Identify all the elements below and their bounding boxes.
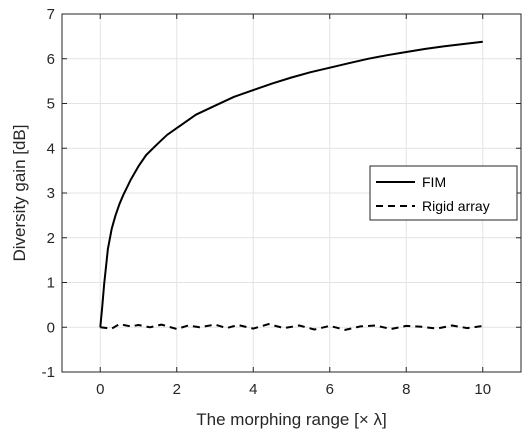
y-tick-label: 7 [47, 6, 55, 23]
x-tick-label: 4 [249, 381, 257, 398]
ticks-layer: 0 2 4 6 8 10 -1 0 1 2 3 4 5 6 7 [42, 6, 521, 398]
x-tick-label: 10 [474, 381, 491, 398]
series-layer [99, 40, 483, 331]
y-tick-label: 5 [47, 96, 55, 113]
y-tick-label: 6 [47, 51, 55, 68]
y-tick-label: 0 [47, 319, 55, 336]
y-tick-label: 2 [47, 230, 55, 247]
y-tick-label: -1 [42, 364, 55, 381]
x-tick-label: 8 [402, 381, 410, 398]
y-tick-label: 3 [47, 185, 55, 202]
series-line-rigid-array [100, 323, 483, 331]
y-axis-label: Diversity gain [dB] [10, 125, 29, 262]
legend-label-fim: FIM [422, 174, 446, 190]
legend: FIM Rigid array [369, 165, 518, 221]
series-line-fim [99, 40, 483, 328]
x-tick-label: 6 [326, 381, 334, 398]
legend-box [369, 165, 518, 221]
y-tick-label: 1 [47, 275, 55, 292]
y-tick-label: 4 [47, 140, 55, 157]
x-axis-label: The morphing range [× λ] [196, 410, 386, 429]
legend-label-rigid-array: Rigid array [422, 198, 490, 214]
x-tick-label: 2 [173, 381, 181, 398]
x-tick-label: 0 [96, 381, 104, 398]
